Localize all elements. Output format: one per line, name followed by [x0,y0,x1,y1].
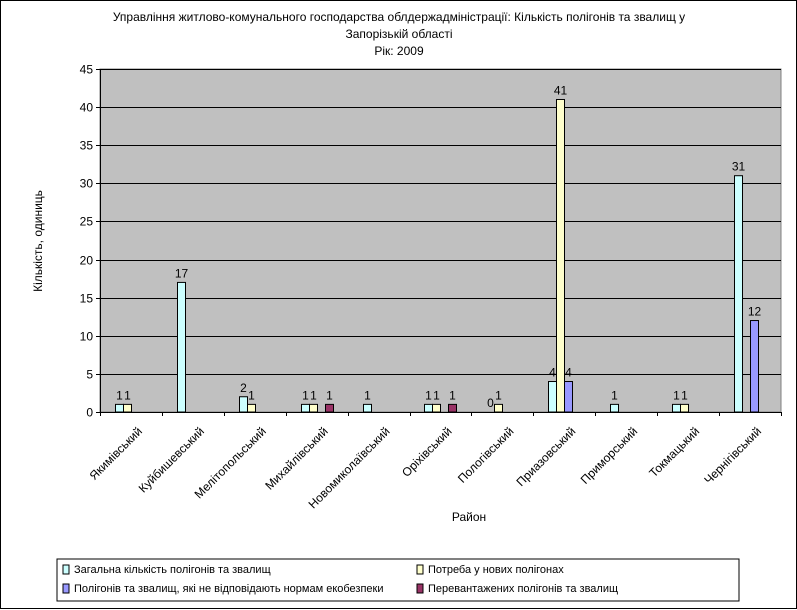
bar [115,403,124,413]
bar [432,403,441,413]
x-tick-label: Куйбишевський [136,424,207,495]
data-label: 4 [549,366,556,380]
bar [734,175,743,413]
bar [556,98,565,413]
data-label: 1 [611,388,618,402]
gridlines [100,69,781,375]
bar [672,403,681,413]
data-label: 12 [748,305,762,319]
x-tick-label: Токмацький [646,424,702,480]
bar [548,381,557,413]
x-tick-label: Михайлівський [262,424,330,492]
data-label: 1 [326,388,333,402]
bar [564,381,573,413]
data-label: 1 [124,388,131,402]
legend-swatch [62,564,70,575]
data-label: 2 [240,381,247,395]
chart-title-line-3: Рік: 2009 [374,44,424,58]
y-tick-label: 25 [80,215,94,229]
legend: Загальна кількість полігонів та звалищ По… [56,558,740,602]
x-tick-label: Якимівський [87,424,145,482]
legend-box [56,558,740,602]
x-tick-label: Приазовський [514,424,579,489]
legend-label: Полігонів та звалищ, які не відповідають… [74,583,384,595]
bar [610,403,619,413]
bar [301,403,310,413]
legend-label: Потреба у нових полігонах [428,564,564,576]
x-tick-labels: ЯкимівськийКуйбишевськийМелітопольськийМ… [87,424,765,511]
data-label: 1 [364,388,371,402]
data-label: 1 [673,388,680,402]
y-tick-label: 30 [80,177,94,191]
bar [363,403,372,413]
legend-swatch [416,564,424,575]
y-tick-label: 20 [80,254,94,268]
y-tick-labels: 0 5 10 15 20 25 30 35 40 45 [80,63,94,420]
bar [448,403,457,413]
x-tick-label: Оріхівський [399,424,455,480]
bar [239,396,248,413]
x-tick-label: Приморський [578,424,641,487]
data-label: 1 [302,388,309,402]
y-tick-label: 45 [80,63,94,77]
y-tick-label: 10 [80,330,94,344]
x-tick-label: Пологівський [455,424,517,486]
plot-area [99,68,782,413]
bar [309,403,318,413]
y-tick-label: 0 [86,406,93,420]
axes [96,69,782,416]
y-tick-label: 35 [80,139,94,153]
bar [123,403,132,413]
data-label: 1 [116,388,123,402]
data-label: 1 [681,388,688,402]
bar [177,281,186,413]
legend-swatch [416,583,424,594]
bar [750,320,759,413]
data-label: 1 [495,388,502,402]
legend-label: Загальна кількість полігонів та звалищ [74,564,271,576]
y-tick-label: 5 [86,368,93,382]
data-label: 17 [175,266,189,280]
y-tick-label: 15 [80,292,94,306]
data-label: 1 [433,388,440,402]
data-label: 4 [565,366,572,380]
bar [680,403,689,413]
bar [424,403,433,413]
y-axis-title: Кількість, одиниць [31,190,45,292]
legend-swatch [62,583,70,594]
bar [325,403,334,413]
data-label: 0 [487,396,494,410]
chart-title-line-2: Запорізькій області [346,27,453,41]
x-tick-label: Чернігівський [701,424,764,487]
data-label: 41 [554,83,568,97]
chart-title-line-1: Управління житлово-комунального господар… [113,10,685,24]
data-label: 1 [248,388,255,402]
chart-title: Управління житлово-комунального господар… [113,10,685,58]
data-label: 31 [732,160,746,174]
bar [494,403,503,413]
x-axis-title: Район [452,510,486,524]
legend-label: Перевантажених полігонів та звалищ [428,583,618,595]
data-label: 1 [310,388,317,402]
bar [247,403,256,413]
data-label: 1 [449,388,456,402]
y-tick-label: 40 [80,101,94,115]
data-label: 1 [425,388,432,402]
